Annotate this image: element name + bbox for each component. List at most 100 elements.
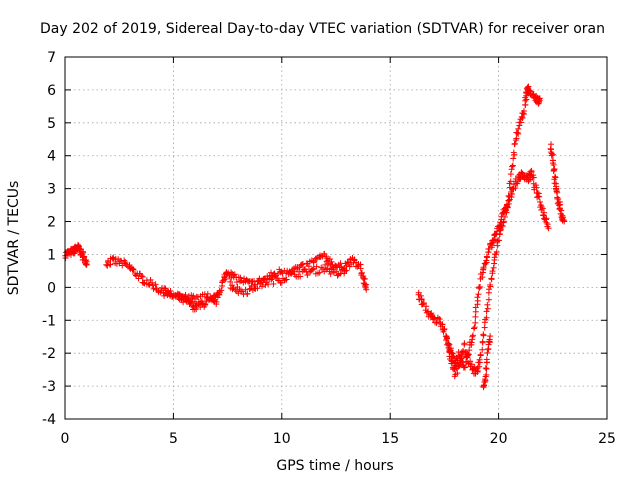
data-point — [496, 237, 503, 244]
data-point — [476, 285, 483, 292]
data-point — [316, 269, 323, 276]
data-point — [150, 285, 157, 292]
data-point — [506, 193, 513, 200]
data-point — [484, 349, 491, 356]
data-point — [107, 261, 114, 268]
data-point — [493, 249, 500, 256]
data-point — [446, 346, 453, 353]
data-point — [161, 292, 168, 299]
data-point — [472, 313, 479, 320]
data-point — [505, 192, 512, 199]
data-point — [210, 292, 217, 299]
data-point — [530, 174, 537, 181]
data-point — [561, 218, 568, 225]
data-point — [272, 273, 279, 280]
data-point — [239, 288, 246, 295]
data-point — [483, 365, 490, 372]
data-point — [484, 254, 491, 261]
data-point — [104, 262, 111, 269]
data-point — [509, 163, 516, 170]
data-point — [509, 162, 516, 169]
data-point — [470, 325, 477, 332]
data-point — [490, 239, 497, 246]
data-point — [484, 301, 491, 308]
data-point — [545, 225, 552, 232]
data-point — [536, 97, 543, 104]
data-point — [477, 351, 484, 358]
x-tick-label: 20 — [490, 431, 508, 447]
data-point — [553, 187, 560, 194]
data-point — [415, 289, 422, 296]
data-point — [556, 202, 563, 209]
data-point — [74, 241, 81, 248]
data-point — [165, 289, 172, 296]
y-tick-label: -3 — [42, 379, 56, 395]
data-point — [152, 281, 159, 288]
data-point — [362, 284, 369, 291]
y-tick-label: 1 — [47, 247, 56, 263]
data-point — [436, 316, 443, 323]
data-point — [439, 321, 446, 328]
data-point — [149, 282, 156, 289]
data-point — [500, 218, 507, 225]
data-point — [420, 300, 427, 307]
data-point — [485, 296, 492, 303]
data-point — [536, 193, 543, 200]
data-point — [138, 273, 145, 280]
data-point — [218, 287, 225, 294]
data-point — [468, 361, 475, 368]
x-tick-label: 0 — [61, 431, 70, 447]
data-point — [514, 180, 521, 187]
data-point — [227, 278, 234, 285]
data-point — [487, 333, 494, 340]
data-point — [497, 226, 504, 233]
data-point — [449, 350, 456, 357]
plot-frame — [64, 56, 608, 420]
data-point — [140, 279, 147, 286]
data-point — [540, 212, 547, 219]
data-point — [526, 87, 533, 94]
data-point — [467, 358, 474, 365]
data-point — [499, 223, 506, 230]
data-point — [310, 259, 317, 266]
data-point — [490, 264, 497, 271]
data-point — [417, 292, 424, 299]
data-point — [457, 351, 464, 358]
data-point — [554, 194, 561, 201]
data-point — [328, 258, 335, 265]
data-point — [358, 269, 365, 276]
data-point — [219, 277, 226, 284]
chart-title: Day 202 of 2019, Sidereal Day-to-day VTE… — [40, 21, 605, 37]
data-point — [536, 198, 543, 205]
data-point — [204, 290, 211, 297]
data-point — [468, 339, 475, 346]
data-point — [482, 260, 489, 267]
data-point — [265, 281, 272, 288]
x-axis-label: GPS time / hours — [276, 458, 393, 474]
data-point — [444, 341, 451, 348]
data-point — [444, 335, 451, 342]
y-tick-label: 0 — [47, 280, 56, 296]
data-point — [198, 298, 205, 305]
data-point — [469, 332, 476, 339]
data-point — [551, 180, 558, 187]
data-point — [454, 370, 461, 377]
data-point — [476, 363, 483, 370]
y-tick-label: -2 — [42, 346, 56, 362]
data-point — [262, 281, 269, 288]
y-tick-label: 2 — [47, 215, 56, 231]
data-point — [139, 273, 146, 280]
data-point — [149, 279, 156, 286]
data-point — [474, 294, 481, 301]
data-point — [479, 274, 486, 281]
data-point — [480, 264, 487, 271]
y-tick-label: 5 — [47, 116, 56, 132]
data-point — [535, 98, 542, 105]
data-point — [541, 209, 548, 216]
data-point — [475, 291, 482, 298]
data-point — [522, 102, 529, 109]
data-point — [549, 151, 556, 158]
data-point — [515, 130, 522, 137]
data-point — [81, 253, 88, 260]
